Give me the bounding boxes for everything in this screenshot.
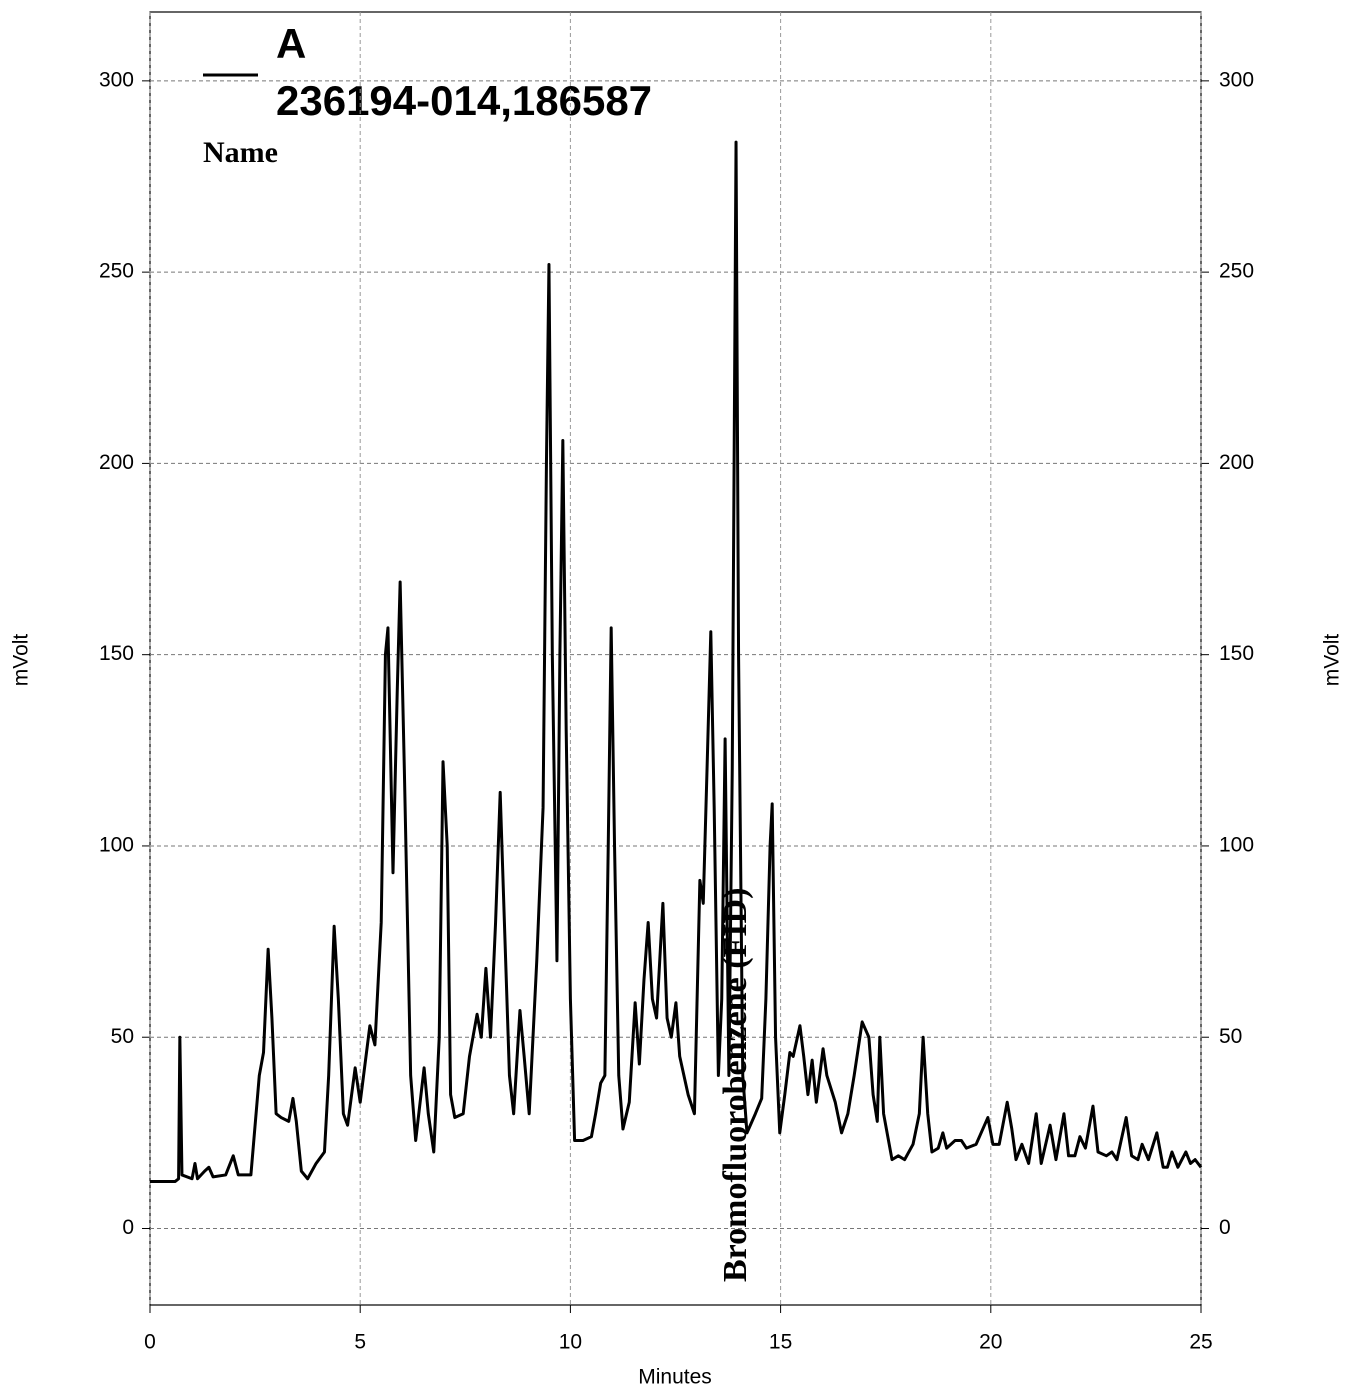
y2-tick-label: 150: [1219, 642, 1254, 665]
y-tick-label: 150: [99, 642, 134, 665]
y-tick-label: 100: [99, 833, 134, 856]
plot-frame: [149, 11, 1202, 1306]
y-tick-label: 0: [122, 1216, 134, 1239]
y-axis-label: mVolt: [10, 634, 33, 687]
x-tick-label: 25: [1189, 1331, 1212, 1354]
x-tick-label: 20: [979, 1331, 1002, 1354]
legend-title: Name: [203, 136, 278, 169]
y2-axis-label: mVolt: [1321, 634, 1344, 687]
x-tick-label: 0: [144, 1331, 156, 1354]
y-tick-label: 200: [99, 451, 134, 474]
y2-tick-label: 50: [1219, 1025, 1242, 1048]
y2-tick-label: 250: [1219, 260, 1254, 283]
legend-series-name: A: [276, 20, 306, 67]
y-tick-label: 50: [111, 1025, 134, 1048]
x-tick-label: 5: [354, 1331, 366, 1354]
y2-tick-label: 300: [1219, 68, 1254, 91]
y2-tick-label: 100: [1219, 833, 1254, 856]
y2-tick-label: 200: [1219, 451, 1254, 474]
legend-sample: 236194-014,186587: [276, 77, 652, 124]
y-tick-label: 250: [99, 260, 134, 283]
x-tick-label: 10: [559, 1331, 582, 1354]
y2-tick-label: 0: [1219, 1216, 1231, 1239]
series-line: [150, 140, 1203, 1183]
x-axis-label: Minutes: [638, 1366, 712, 1389]
x-tick-label: 15: [769, 1331, 792, 1354]
y-tick-label: 300: [99, 68, 134, 91]
